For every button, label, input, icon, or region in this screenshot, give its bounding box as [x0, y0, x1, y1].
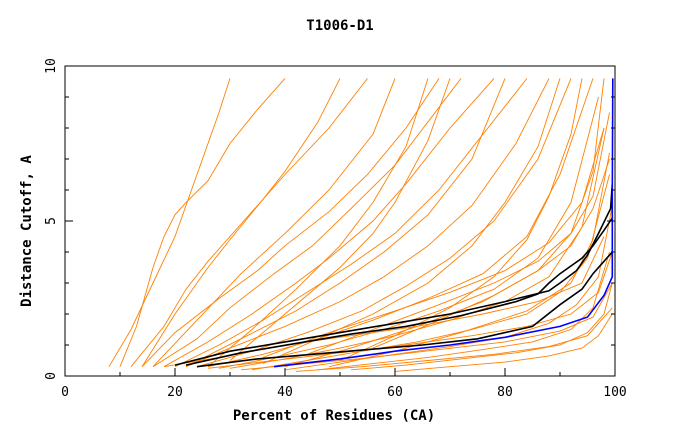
model-line-19 — [350, 282, 613, 371]
highlight-model-line-2 — [185, 217, 613, 366]
y-axis-title: Distance Cutoff, A — [19, 155, 35, 307]
model-line-7 — [141, 78, 440, 368]
x-tick-label-1: 20 — [167, 385, 183, 400]
x-axis-title: Percent of Residues (CA) — [233, 408, 435, 424]
plot-frame — [64, 65, 616, 377]
y-tick-label-2: 10 — [44, 58, 59, 74]
model-line-33 — [185, 78, 506, 368]
x-tick-label-0: 0 — [61, 385, 69, 400]
model-line-30 — [207, 251, 613, 369]
model-line-18 — [317, 251, 610, 371]
model-line-15 — [229, 127, 605, 369]
y-tick-label-0: 0 — [44, 372, 59, 380]
model-line-31 — [240, 282, 613, 371]
model-line-6 — [130, 78, 368, 367]
model-line-23 — [152, 78, 396, 368]
model-line-26 — [262, 127, 605, 358]
x-tick-label-4: 80 — [497, 385, 513, 400]
model-line-27 — [306, 112, 610, 355]
model-line-35 — [284, 78, 605, 368]
model-line-4 — [108, 78, 231, 367]
model-line-34 — [207, 78, 429, 368]
model-line-28 — [372, 158, 610, 349]
model-line-36 — [328, 152, 610, 368]
chart-title: T1006-D1 — [306, 18, 373, 34]
best-model-line-0 — [273, 78, 614, 368]
model-line-10 — [174, 78, 528, 368]
model-line-21 — [141, 78, 341, 367]
model-line-22 — [229, 78, 451, 361]
model-line-5 — [119, 78, 286, 367]
series-layer — [108, 78, 614, 372]
model-line-16 — [251, 174, 610, 371]
model-line-12 — [196, 78, 572, 368]
model-line-20 — [394, 313, 613, 372]
x-tick-label-5: 100 — [603, 385, 626, 400]
x-tick-label-2: 40 — [277, 385, 293, 400]
y-tick-label-1: 5 — [44, 217, 59, 225]
x-tick-label-3: 60 — [387, 385, 403, 400]
model-line-8 — [152, 78, 462, 368]
highlight-model-line-1 — [174, 183, 614, 366]
model-line-32 — [295, 307, 613, 372]
highlight-model-line-3 — [196, 251, 613, 368]
model-line-14 — [218, 96, 599, 369]
model-line-11 — [185, 78, 550, 368]
tick-layer: 0 20 40 60 80 100 0 5 10 — [44, 58, 627, 400]
model-line-9 — [163, 78, 495, 368]
